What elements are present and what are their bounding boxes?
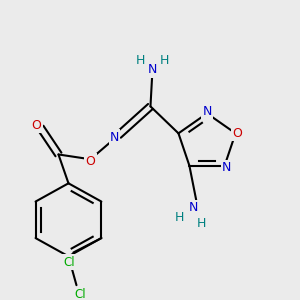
Text: H: H bbox=[136, 54, 145, 67]
Text: N: N bbox=[222, 161, 231, 174]
Text: O: O bbox=[32, 119, 41, 132]
Text: O: O bbox=[85, 155, 95, 168]
Text: H: H bbox=[197, 217, 206, 230]
Text: Cl: Cl bbox=[64, 256, 75, 268]
Text: O: O bbox=[232, 127, 242, 140]
Text: H: H bbox=[160, 54, 169, 67]
Text: H: H bbox=[175, 211, 184, 224]
Text: N: N bbox=[110, 131, 119, 144]
Text: N: N bbox=[202, 105, 212, 118]
Text: N: N bbox=[148, 63, 157, 76]
Text: Cl: Cl bbox=[75, 288, 86, 300]
Text: N: N bbox=[189, 201, 198, 214]
